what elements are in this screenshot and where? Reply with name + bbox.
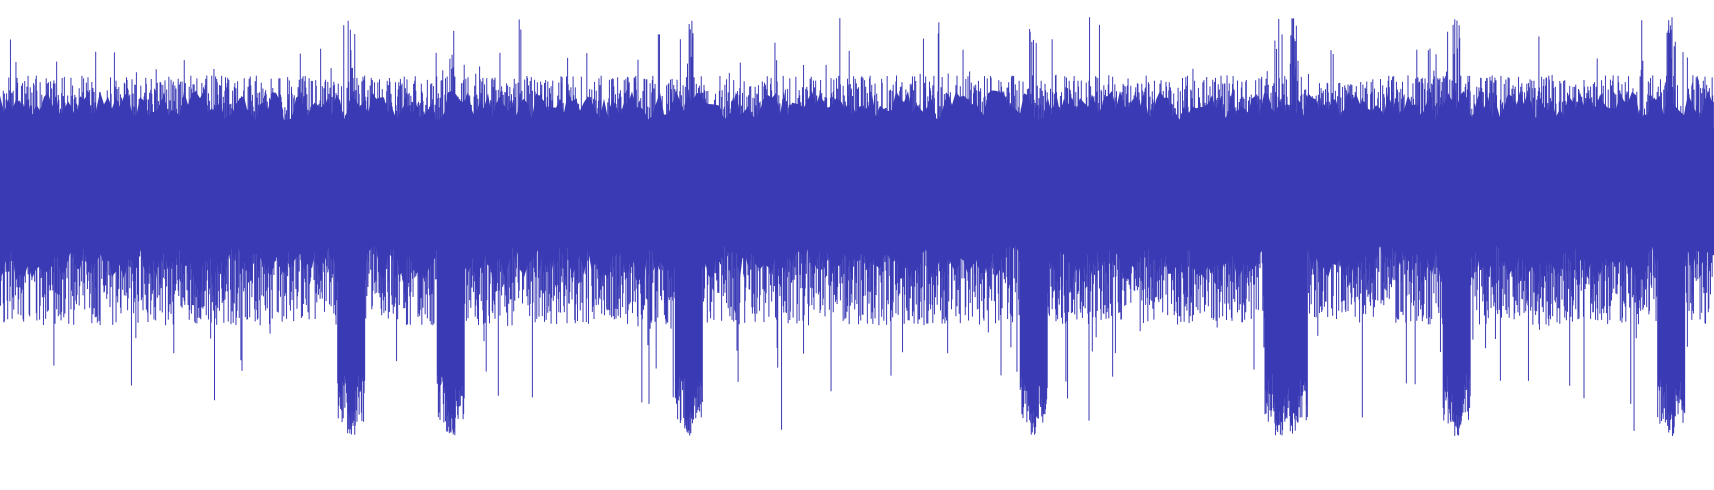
waveform-trace <box>0 17 1714 436</box>
waveform-samples <box>0 17 1714 436</box>
